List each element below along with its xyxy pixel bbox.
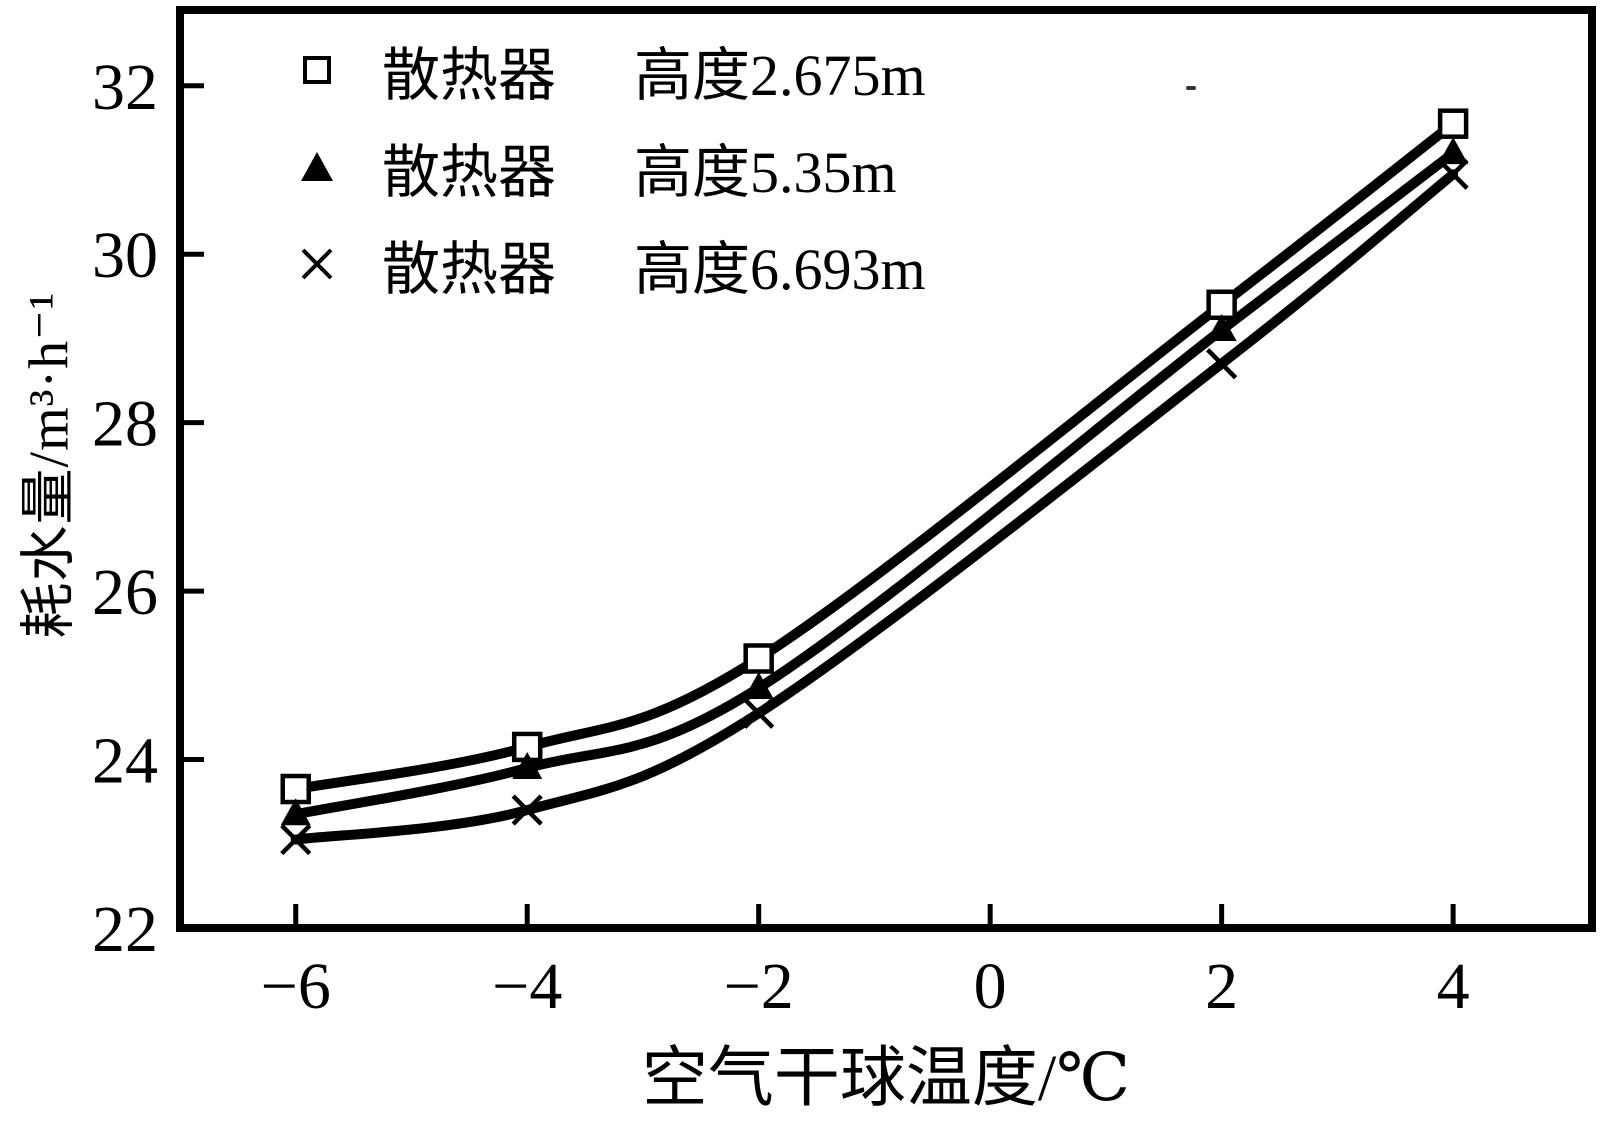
data-point-x [280, 823, 312, 856]
series-line-triangle [290, 148, 1459, 820]
legend-item: 散热器 高度5.35m [272, 130, 926, 205]
y-tick-label: 32 [92, 51, 158, 124]
y-tick-label: 22 [92, 893, 158, 966]
legend-item: 散热器 高度2.675m [272, 33, 926, 108]
y-tick-label: 30 [92, 219, 158, 292]
data-point-x [743, 697, 775, 729]
data-point-triangle [512, 751, 543, 779]
legend-series-name: 散热器 [382, 140, 557, 205]
series-line-square [290, 118, 1459, 794]
legend-series-height: 高度6.693m [634, 237, 926, 302]
y-tick-label: 24 [92, 725, 158, 798]
data-point-square [280, 773, 311, 805]
data-point-triangle [1438, 137, 1469, 165]
y-tick-label: 28 [92, 388, 158, 461]
legend-series-height: 高度5.35m [634, 140, 897, 205]
data-point-triangle [1206, 314, 1237, 342]
data-point-triangle [280, 798, 311, 826]
series-line-x [290, 169, 1459, 845]
data-point-square [511, 731, 543, 763]
data-point-triangle [743, 671, 774, 699]
stray-mark [1186, 86, 1196, 90]
square-marker-icon [272, 53, 362, 87]
y-tick-label: 26 [92, 556, 158, 629]
x-tick-label: −4 [492, 950, 562, 1023]
legend-series-name: 散热器 [382, 237, 557, 302]
x-tick-label: 0 [974, 950, 1007, 1023]
legend-series-name: 散热器 [382, 43, 557, 108]
x-marker-icon [272, 245, 362, 283]
plot-frame [176, 6, 1596, 932]
x-axis-title: 空气干球温度/℃ [641, 1042, 1131, 1115]
x-tick-label: 4 [1437, 950, 1470, 1023]
data-point-square [1437, 108, 1469, 139]
x-tick-label: −6 [261, 950, 331, 1023]
legend: 散热器 高度2.675m 散热器 高度5.35m 散热器 高度6.693m [272, 33, 926, 324]
legend-item: 散热器 高度6.693m [272, 227, 926, 302]
triangle-marker-icon [272, 150, 362, 184]
data-point-x [1437, 158, 1469, 190]
x-tick-label: 2 [1205, 950, 1238, 1023]
y-axis-title: 耗水量/m³·h⁻¹ [18, 291, 81, 639]
x-tick-label: −2 [724, 950, 794, 1023]
data-point-x [511, 794, 543, 826]
data-point-x [1206, 348, 1238, 380]
data-point-square [743, 643, 774, 674]
data-point-square [1206, 289, 1237, 321]
legend-series-height: 高度2.675m [634, 43, 926, 108]
